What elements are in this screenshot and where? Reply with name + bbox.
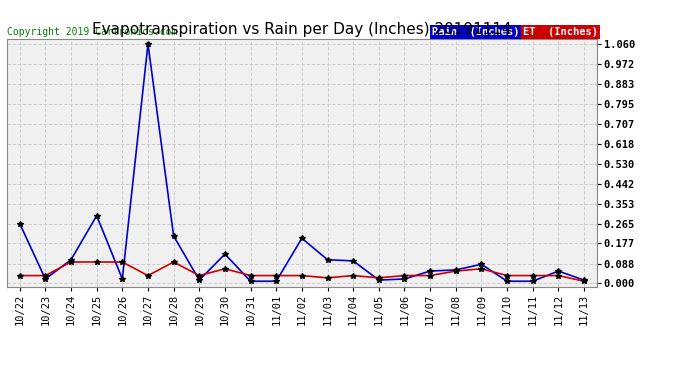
- Text: ET  (Inches): ET (Inches): [523, 27, 598, 38]
- Title: Evapotranspiration vs Rain per Day (Inches) 20191114: Evapotranspiration vs Rain per Day (Inch…: [92, 22, 512, 37]
- Text: Copyright 2019 Cartronics.com: Copyright 2019 Cartronics.com: [7, 27, 177, 37]
- Text: Rain  (Inches): Rain (Inches): [432, 27, 519, 38]
